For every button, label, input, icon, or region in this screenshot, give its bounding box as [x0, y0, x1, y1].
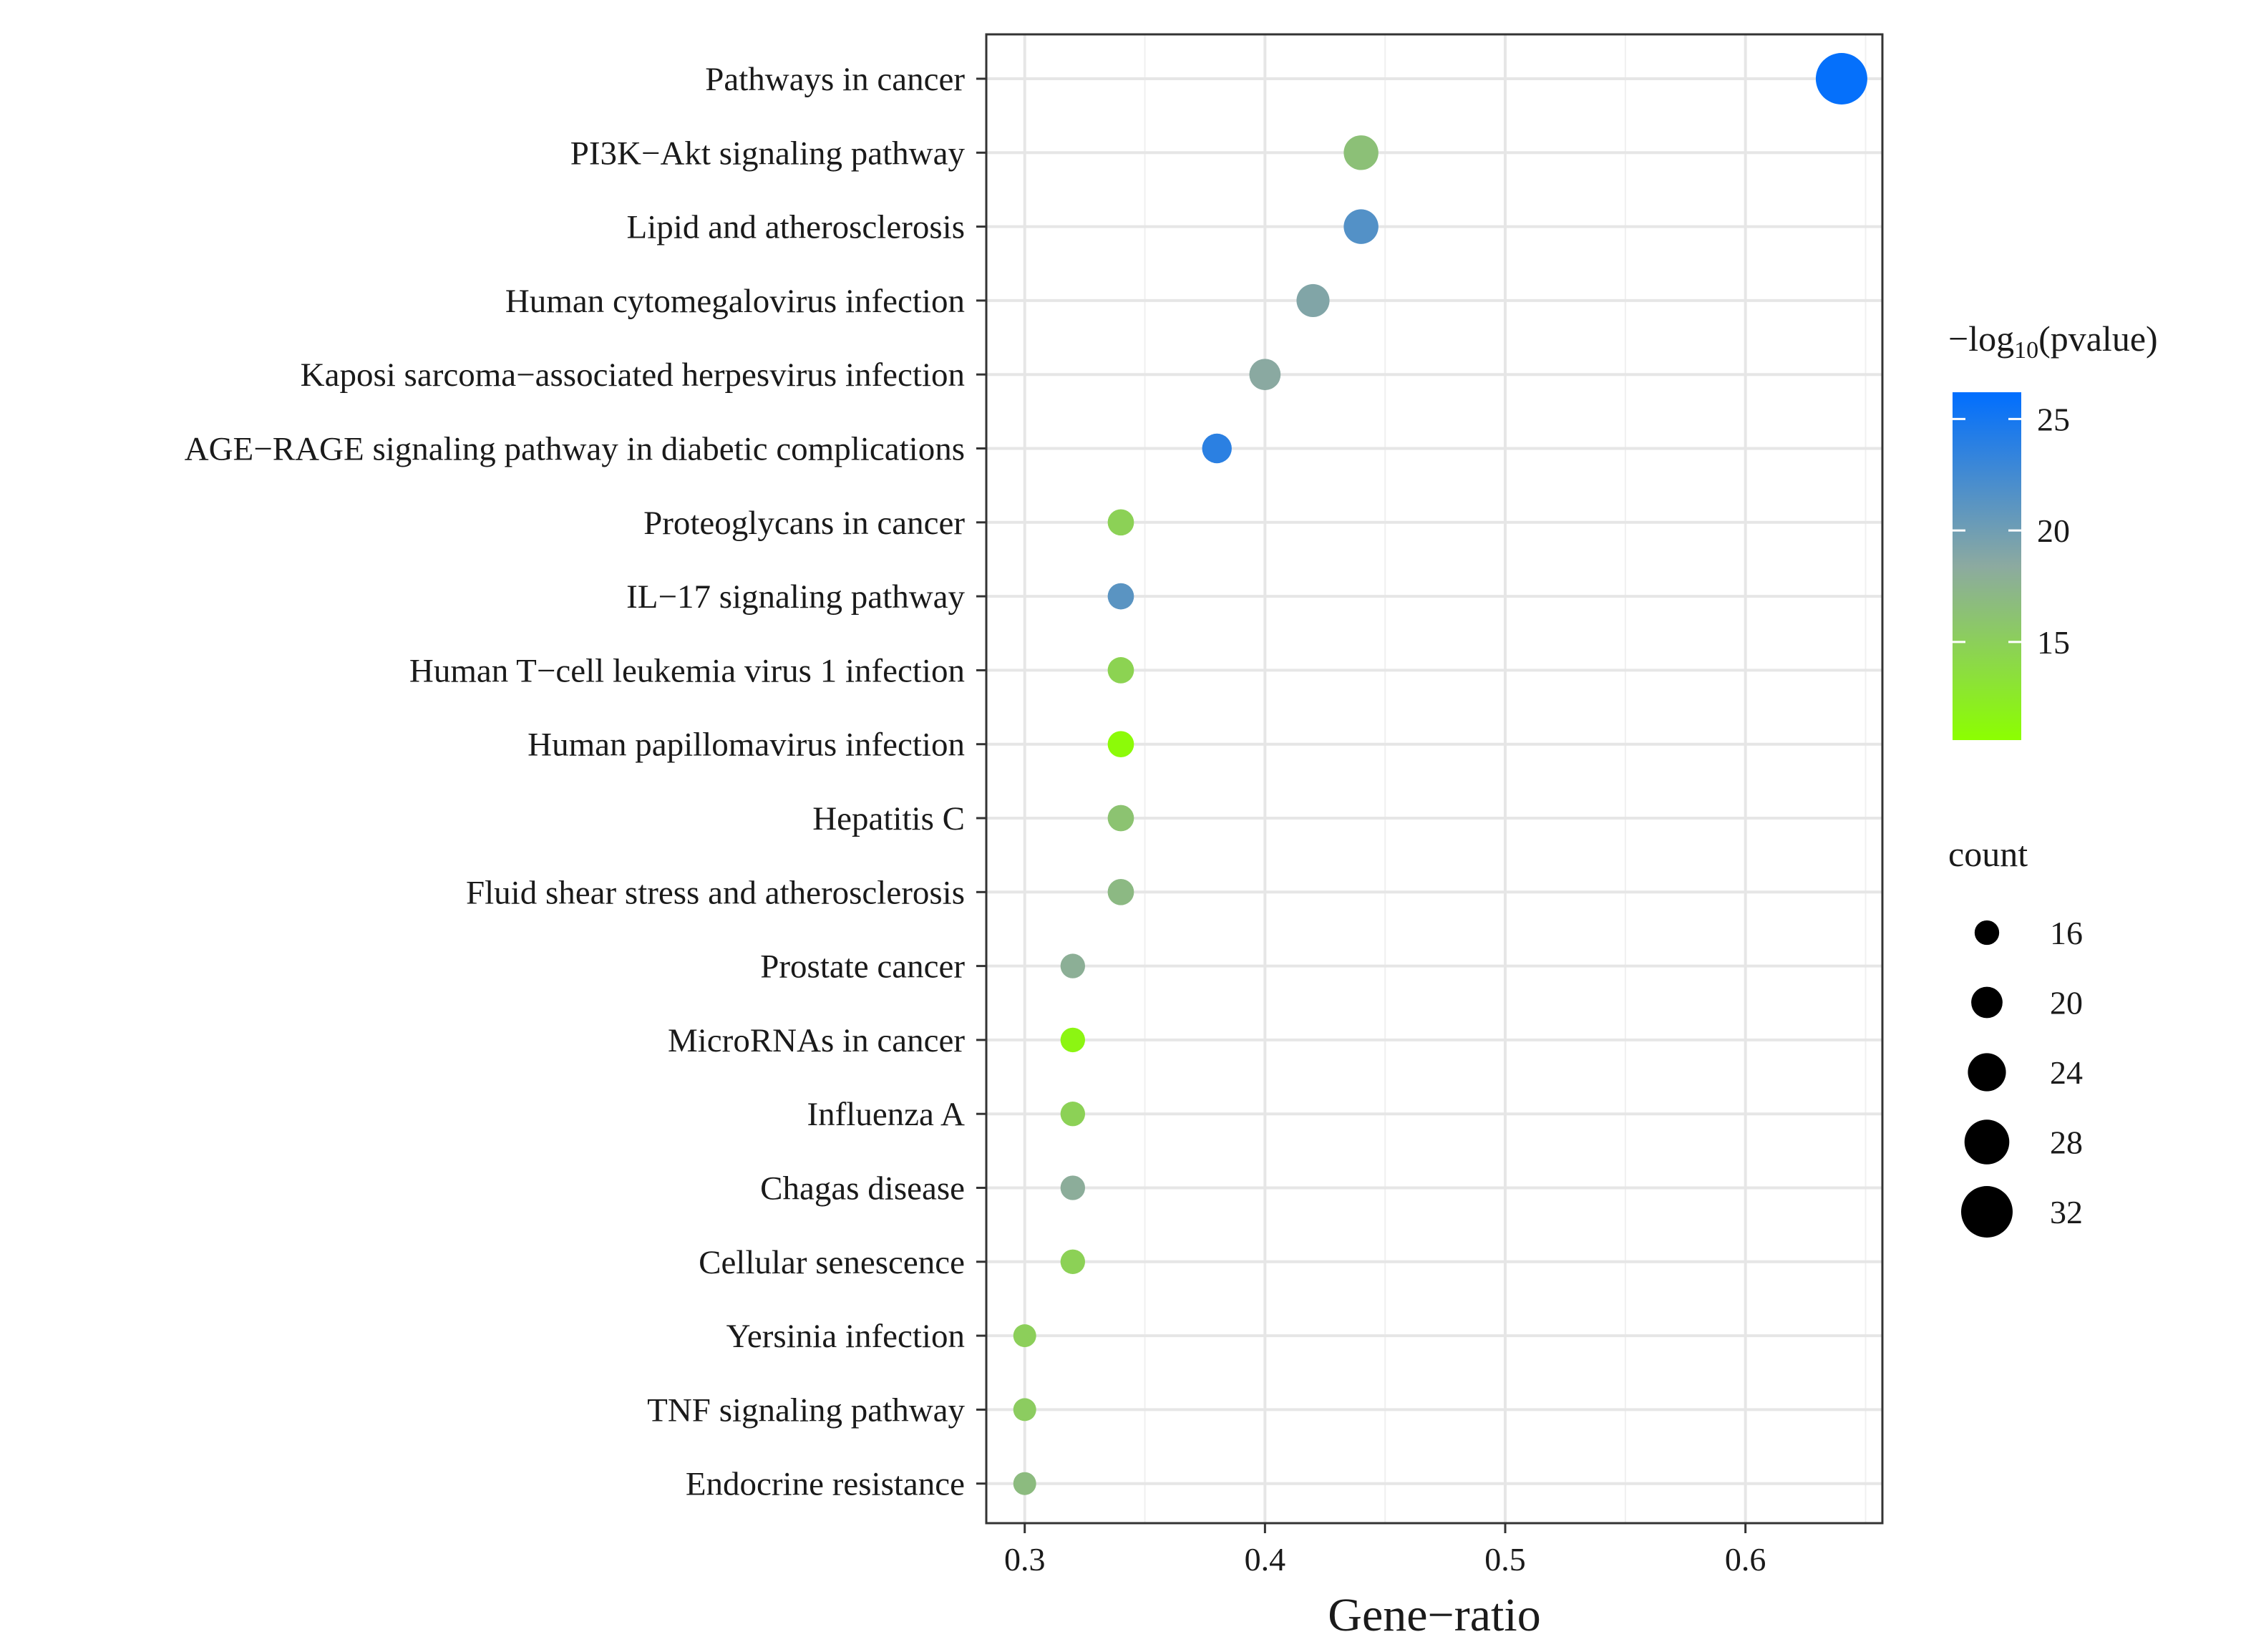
- data-point: [1343, 135, 1379, 170]
- y-tick-label: AGE−RAGE signaling pathway in diabetic c…: [185, 431, 965, 468]
- y-tick-label: TNF signaling pathway: [647, 1391, 965, 1429]
- y-tick-label: Endocrine resistance: [686, 1466, 965, 1503]
- data-point: [1060, 1102, 1086, 1127]
- size-legend-dot: [1971, 986, 2003, 1019]
- x-axis-title: Gene−ratio: [1328, 1589, 1540, 1641]
- y-tick-label: Human cytomegalovirus infection: [505, 283, 965, 320]
- y-tick-label: Proteoglycans in cancer: [643, 505, 965, 542]
- y-tick-label: MicroRNAs in cancer: [668, 1022, 965, 1059]
- size-legend: count 16 20 24 28 32: [1948, 834, 2083, 1238]
- x-axis: 0.3 0.4 0.5 0.6: [1004, 1523, 1766, 1578]
- data-point: [1060, 953, 1086, 978]
- color-legend-title: −log10(pvalue): [1948, 319, 2158, 364]
- data-point: [1060, 1027, 1086, 1053]
- plot-panel-border: [985, 33, 1884, 1525]
- y-axis: Pathways in cancer PI3K−Akt signaling pat…: [185, 61, 986, 1503]
- y-tick-label: Human papillomavirus infection: [527, 727, 965, 764]
- data-point: [1107, 583, 1134, 610]
- y-tick-label: IL−17 signaling pathway: [626, 578, 965, 616]
- size-legend-label: 24: [2050, 1054, 2083, 1091]
- data-point: [1107, 657, 1134, 684]
- size-legend-label: 32: [2050, 1194, 2083, 1230]
- colorbar-ticks: 15 20 25: [1953, 401, 2070, 661]
- data-point: [1202, 433, 1232, 464]
- data-point: [1107, 731, 1134, 758]
- size-legend-dot: [1964, 1119, 2010, 1165]
- size-legend-label: 20: [2050, 985, 2083, 1021]
- colorbar-tick-label: 25: [2037, 401, 2070, 437]
- size-legend-title: count: [1948, 834, 2028, 874]
- y-tick-label: Lipid and atherosclerosis: [627, 209, 965, 246]
- data-point: [1815, 53, 1867, 105]
- data-point: [1060, 1175, 1086, 1200]
- size-legend-dot: [1961, 1186, 2013, 1238]
- color-legend-title-subscript: 10: [2014, 337, 2038, 364]
- data-point: [1296, 283, 1330, 317]
- y-tick-label: Influenza A: [807, 1096, 965, 1133]
- y-tick-label: Hepatitis C: [812, 800, 965, 837]
- data-point: [1013, 1472, 1036, 1495]
- y-tick-label: Cellular senescence: [699, 1244, 965, 1281]
- y-tick-label: Human T−cell leukemia virus 1 infection: [409, 652, 965, 689]
- data-point: [1060, 1249, 1086, 1274]
- y-tick-label: PI3K−Akt signaling pathway: [570, 135, 966, 172]
- data-point: [1107, 805, 1134, 832]
- size-legend-label: 28: [2050, 1124, 2083, 1161]
- data-point: [1343, 209, 1379, 244]
- data-point: [1249, 359, 1281, 391]
- data-point: [1013, 1398, 1036, 1422]
- colorbar-tick-label: 20: [2037, 512, 2070, 549]
- size-legend-dot: [1968, 1053, 2006, 1092]
- size-legend-label: 16: [2050, 915, 2083, 951]
- data-point: [1107, 878, 1134, 905]
- y-tick-label: Fluid shear stress and atherosclerosis: [466, 874, 965, 911]
- y-tick-label: Kaposi sarcoma−associated herpesvirus in…: [301, 356, 965, 394]
- y-tick-label: Yersinia infection: [726, 1318, 965, 1355]
- size-legend-entries: 16 20 24 28 32: [1961, 915, 2083, 1238]
- x-tick-label: 0.4: [1245, 1541, 1286, 1578]
- data-point: [1107, 509, 1134, 536]
- y-tick-label: Pathways in cancer: [705, 61, 965, 98]
- size-legend-dot: [1974, 920, 2000, 946]
- grid-lines: [986, 34, 1882, 1523]
- color-legend: −log10(pvalue) 15 20 25: [1948, 319, 2158, 740]
- y-tick-label: Chagas disease: [760, 1170, 965, 1208]
- color-legend-title-prefix: −log: [1948, 319, 2014, 359]
- data-points: [1013, 53, 1867, 1495]
- color-legend-title-suffix: (pvalue): [2038, 319, 2158, 359]
- data-point: [1013, 1324, 1036, 1348]
- x-tick-label: 0.6: [1725, 1541, 1766, 1578]
- colorbar-tick-label: 15: [2037, 624, 2070, 661]
- y-tick-label: Prostate cancer: [760, 948, 965, 986]
- colorbar: [1953, 392, 2021, 740]
- x-tick-label: 0.3: [1004, 1541, 1046, 1578]
- x-tick-label: 0.5: [1484, 1541, 1526, 1578]
